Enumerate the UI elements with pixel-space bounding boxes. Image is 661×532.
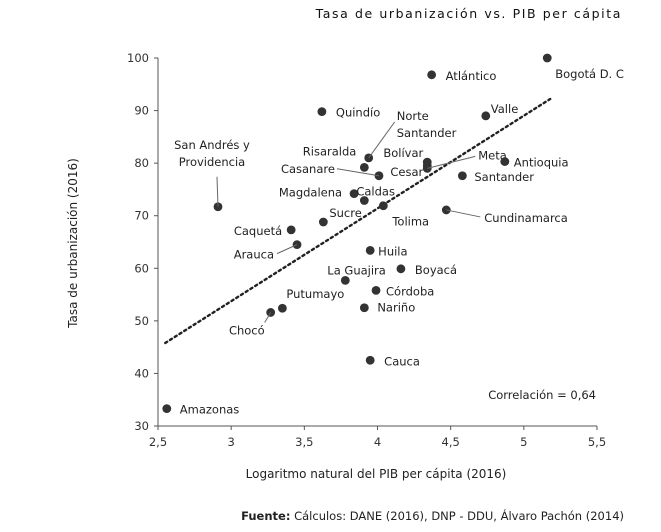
point-label: Cesar: [390, 165, 423, 179]
data-point: [317, 107, 327, 117]
data-point: [374, 171, 384, 181]
x-tick-label: 5,5: [588, 435, 606, 449]
point-label: Norte Santander: [397, 109, 457, 140]
data-point: [365, 246, 375, 255]
x-axis-label: Logaritmo natural del PIB per cápita (20…: [246, 467, 507, 481]
point-label: Caldas: [356, 184, 395, 198]
data-point: [277, 303, 287, 313]
point-label: Meta: [478, 148, 507, 162]
data-point: [162, 404, 172, 414]
leader-line: [427, 155, 476, 169]
point-label: San Andrés y Providencia: [174, 138, 250, 169]
data-point: [365, 355, 375, 365]
trendline: [164, 97, 552, 345]
x-tick-label: 4: [374, 435, 381, 449]
y-tick-label: 100: [127, 51, 149, 65]
leader-line: [216, 176, 219, 207]
y-tick-label: 90: [134, 104, 149, 118]
point-label: Amazonas: [180, 403, 240, 417]
y-tick-label: 60: [134, 261, 149, 275]
point-label: Putumayo: [286, 287, 344, 301]
correlation-annotation: Correlación = 0,64: [488, 388, 596, 402]
point-label: Arauca: [234, 248, 274, 262]
point-label: Atlántico: [446, 69, 497, 83]
leader-line: [368, 121, 396, 159]
source-prefix: Fuente:: [241, 509, 290, 523]
data-point: [349, 189, 359, 199]
point-label: Nariño: [377, 301, 415, 315]
data-point: [359, 303, 369, 313]
chart-title: Tasa de urbanización vs. PIB per cápita: [315, 6, 622, 21]
point-label: La Guajira: [327, 263, 386, 277]
point-label: Casanare: [281, 162, 335, 176]
point-label: Cauca: [384, 354, 420, 368]
points-group: Bogotá D. C Atlántico Valle Quindío Norte San…: [162, 53, 624, 417]
y-tick-label: 70: [134, 209, 149, 223]
x-tick-label: 3: [228, 435, 235, 449]
leader-line: [264, 312, 272, 323]
x-tick-label: 2,5: [149, 435, 167, 449]
point-label: Bolívar: [383, 146, 423, 160]
point-label: Huila: [378, 244, 407, 258]
point-label: Córdoba: [386, 284, 434, 298]
leader-line: [336, 168, 380, 177]
point-label: Antioquia: [514, 156, 569, 170]
y-axis-label: Tasa de urbanización (2016): [66, 158, 80, 329]
y-tick-label: 80: [134, 156, 149, 170]
point-label: Magdalena: [279, 186, 342, 200]
point-label: Boyacá: [415, 263, 457, 277]
point-label: Tolima: [391, 215, 429, 229]
trendline-group: [164, 97, 552, 345]
x-tick-label: 3,5: [295, 435, 313, 449]
data-point: [286, 225, 296, 235]
leader-line: [276, 244, 298, 255]
point-label: Risaralda: [303, 144, 357, 158]
data-point: [213, 202, 223, 212]
x-tick-label: 4,5: [442, 435, 460, 449]
point-label: Bogotá D. C: [555, 67, 624, 81]
y-tick-label: 30: [134, 419, 149, 433]
y-tick-label: 40: [134, 366, 149, 380]
data-point: [457, 171, 467, 181]
leader-line: [446, 209, 481, 218]
source-text: Cálculos: DANE (2016), DNP - DDU, Álvaro…: [290, 508, 624, 523]
data-point: [396, 264, 406, 274]
data-point: [500, 157, 510, 166]
data-point: [318, 217, 328, 227]
data-point: [359, 196, 369, 205]
axes: 2,5 3 3,5 4 4,5 5 5,5 30 40 50 60 70 80 90 100: [127, 51, 606, 449]
data-point: [371, 285, 381, 295]
y-tick-label: 50: [134, 314, 149, 328]
data-point: [427, 70, 437, 80]
point-label: Quindío: [336, 106, 380, 120]
data-point: [359, 162, 369, 172]
point-label: Chocó: [229, 323, 265, 337]
data-point: [542, 53, 552, 63]
point-label: Caquetá: [234, 224, 282, 238]
x-tick-label: 5: [520, 435, 527, 449]
point-label: Cundinamarca: [484, 211, 568, 225]
data-point: [378, 201, 388, 211]
point-label: Valle: [491, 102, 518, 116]
point-label: Sucre: [329, 206, 361, 220]
data-point: [340, 275, 350, 285]
source-note: Fuente: Cálculos: DANE (2016), DNP - DDU…: [241, 508, 624, 523]
data-point: [481, 111, 491, 121]
point-label: Santander: [474, 170, 534, 184]
